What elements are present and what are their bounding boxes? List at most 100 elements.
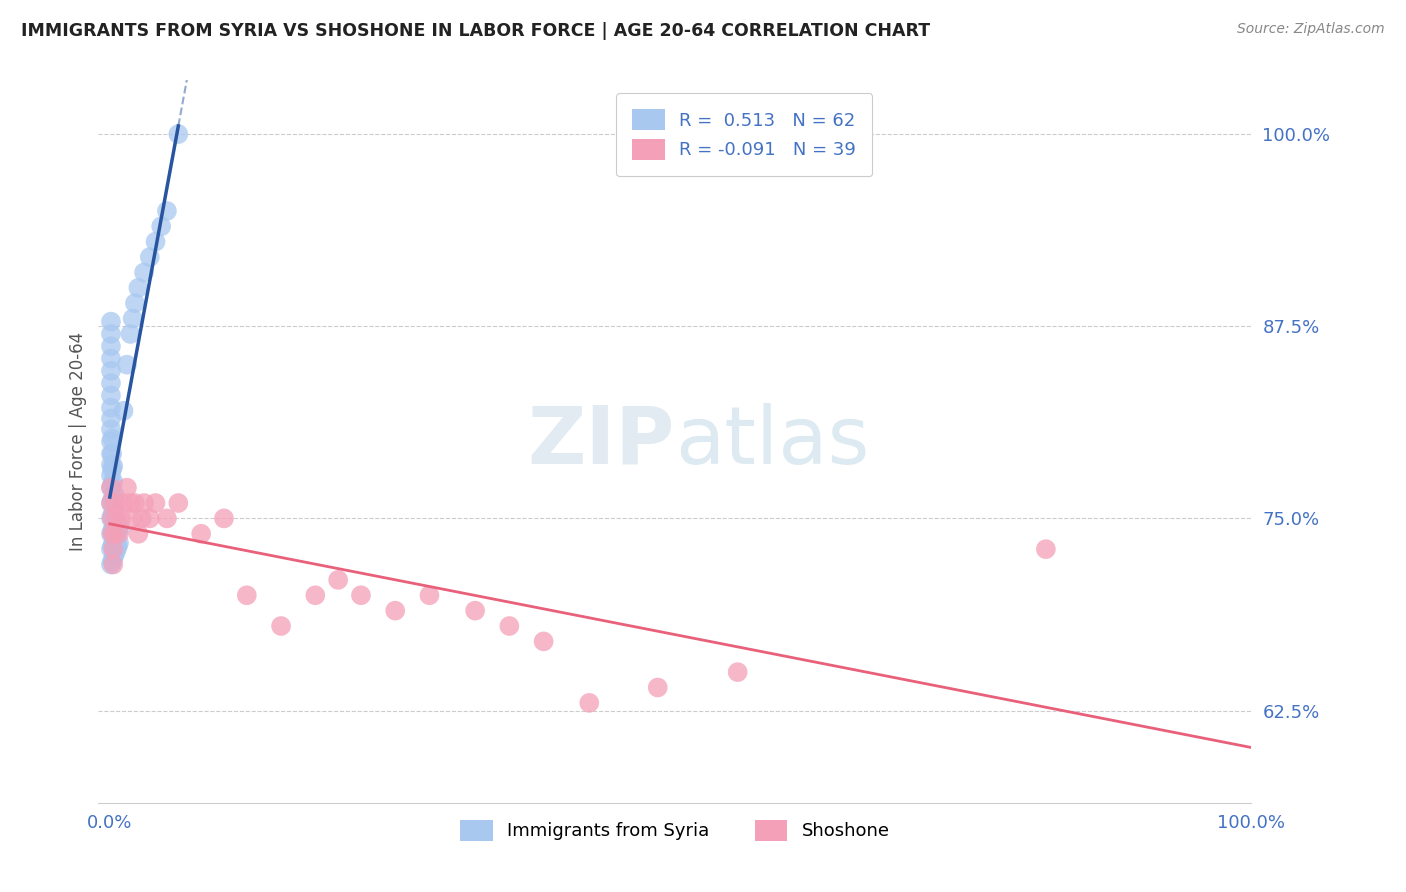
Point [100,401,122,415]
Point [145,496,167,510]
Point [103,490,125,504]
Point [108,526,131,541]
Point [121,311,143,326]
Point [101,524,124,538]
Point [101,539,124,553]
Point [101,554,124,568]
Point [104,515,127,529]
Point [167,127,190,141]
Point [104,496,127,510]
Point [100,496,122,510]
Point [120,326,142,341]
Point [103,551,125,566]
Point [115,358,138,372]
Point [121,511,143,525]
Point [498,619,520,633]
Point [578,696,600,710]
Point [103,502,125,516]
Point [107,539,129,553]
Point [350,588,373,602]
Point [236,588,259,602]
Point [464,604,486,618]
Point [647,681,669,695]
Point [100,542,122,557]
Legend: Immigrants from Syria, Shoshone: Immigrants from Syria, Shoshone [446,805,904,855]
Point [101,462,124,476]
Point [100,447,122,461]
Point [100,481,122,495]
Point [100,526,122,541]
Point [112,496,135,510]
Point [533,634,555,648]
Point [120,496,142,510]
Text: Source: ZipAtlas.com: Source: ZipAtlas.com [1237,22,1385,37]
Point [105,511,128,525]
Point [103,475,125,489]
Point [101,432,124,446]
Point [103,521,125,535]
Point [384,604,406,618]
Point [101,447,124,461]
Point [107,524,129,538]
Point [139,250,162,264]
Point [270,619,292,633]
Point [100,364,122,378]
Point [156,511,179,525]
Point [103,505,125,519]
Point [103,459,125,474]
Point [132,496,155,510]
Point [131,511,153,525]
Point [101,508,124,523]
Point [101,511,124,525]
Point [110,511,132,525]
Point [139,511,162,525]
Point [326,573,349,587]
Point [124,496,146,510]
Point [100,411,122,425]
Point [100,434,122,449]
Point [132,265,155,279]
Point [304,588,326,602]
Point [101,477,124,491]
Point [167,496,190,510]
Point [103,542,125,557]
Point [101,492,124,507]
Point [727,665,749,680]
Text: atlas: atlas [675,402,869,481]
Point [104,545,127,559]
Point [100,496,122,510]
Point [101,526,124,541]
Point [100,481,122,495]
Point [1035,542,1057,557]
Point [145,235,167,249]
Point [100,388,122,402]
Point [103,487,125,501]
Point [156,203,179,218]
Point [108,521,131,535]
Point [100,339,122,353]
Point [103,549,125,563]
Point [127,526,149,541]
Point [103,533,125,547]
Point [105,526,128,541]
Point [103,526,125,541]
Point [108,536,131,550]
Point [103,517,125,532]
Y-axis label: In Labor Force | Age 20-64: In Labor Force | Age 20-64 [69,332,87,551]
Point [103,558,125,572]
Point [100,458,122,472]
Text: IMMIGRANTS FROM SYRIA VS SHOSHONE IN LABOR FORCE | AGE 20-64 CORRELATION CHART: IMMIGRANTS FROM SYRIA VS SHOSHONE IN LAB… [21,22,931,40]
Point [103,536,125,550]
Point [127,281,149,295]
Point [190,526,212,541]
Point [150,219,173,234]
Point [100,511,122,525]
Point [100,422,122,436]
Point [105,542,128,557]
Point [100,315,122,329]
Text: ZIP: ZIP [527,402,675,481]
Point [100,468,122,483]
Point [212,511,235,525]
Point [124,296,146,310]
Point [100,376,122,391]
